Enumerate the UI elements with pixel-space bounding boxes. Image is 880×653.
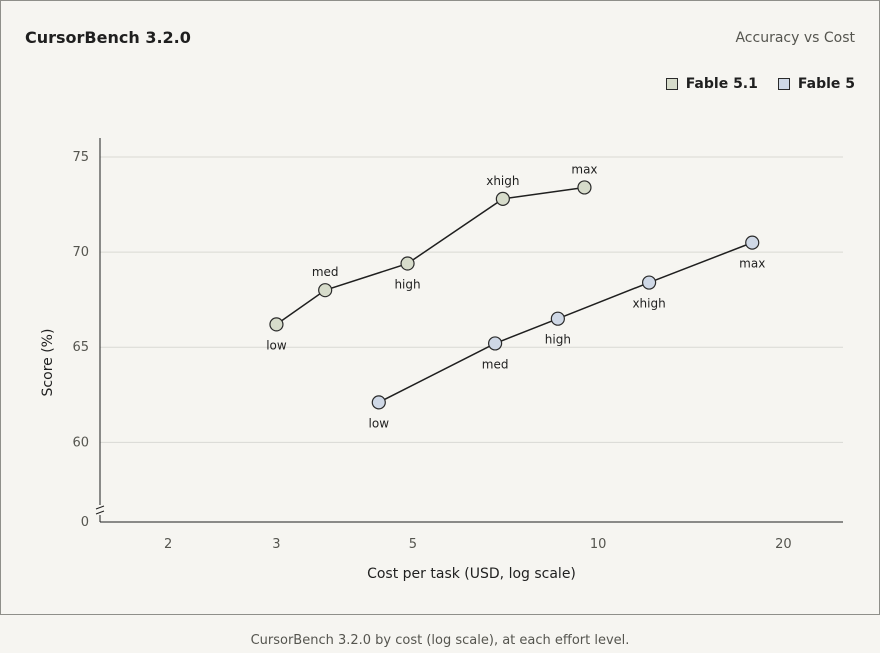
data-label: med [312, 265, 339, 279]
data-point [577, 180, 592, 195]
data-point [400, 256, 415, 271]
y-tick-label: 70 [72, 245, 89, 260]
axis-break-gap [96, 505, 104, 515]
legend: Fable 5.1 Fable 5 [665, 76, 855, 92]
x-axis-title: Cost per task (USD, log scale) [367, 566, 576, 582]
data-point [745, 235, 760, 250]
y-tick-label: 65 [72, 340, 89, 355]
data-label: med [482, 357, 509, 371]
scatter-chart: 60 65 70 75 0 2 3 5 10 20 Cost per task (USD, log … [40, 138, 843, 582]
data-label: max [739, 257, 765, 271]
data-point [641, 275, 657, 290]
legend-swatch-fable-5-1 [665, 78, 678, 90]
y-tick-label: 60 [72, 435, 89, 450]
x-tick-label: 3 [272, 537, 280, 552]
data-label: max [571, 162, 597, 176]
data-label: low [266, 338, 287, 352]
legend-label-fable-5: Fable 5 [797, 76, 855, 92]
data-point [550, 311, 565, 326]
y-tick-label: 75 [72, 150, 89, 165]
data-point [318, 283, 333, 298]
y-tick-label: 0 [81, 515, 89, 530]
legend-swatch-fable-5 [777, 78, 790, 90]
series-line-fable-5-1 [276, 186, 585, 326]
legend-item-fable-5-1[interactable]: Fable 5.1 [665, 76, 758, 92]
data-point [488, 336, 503, 351]
y-axis-title: Score (%) [40, 329, 56, 397]
x-tick-label: 2 [164, 537, 172, 552]
legend-item-fable-5[interactable]: Fable 5 [777, 76, 855, 92]
data-point [495, 191, 510, 206]
chart-subtitle: Accuracy vs Cost [735, 30, 855, 46]
x-tick-label: 5 [409, 537, 417, 552]
data-label: xhigh [632, 297, 665, 311]
data-label: high [545, 333, 571, 347]
chart-card: CursorBench 3.2.0 Accuracy vs Cost Fable… [0, 0, 880, 615]
data-label: high [394, 278, 420, 292]
x-tick-label: 20 [775, 537, 792, 552]
x-tick-label: 10 [590, 537, 607, 552]
series-line-fable-5 [378, 241, 753, 404]
legend-label-fable-5-1: Fable 5.1 [685, 76, 758, 92]
data-label: xhigh [486, 174, 519, 188]
data-point [269, 317, 284, 332]
data-point [371, 395, 386, 410]
figure-caption: CursorBench 3.2.0 by cost (log scale), a… [250, 633, 630, 648]
chart-title: CursorBench 3.2.0 [25, 28, 191, 47]
axis-break-mark [95, 505, 105, 515]
data-label: low [369, 416, 390, 430]
